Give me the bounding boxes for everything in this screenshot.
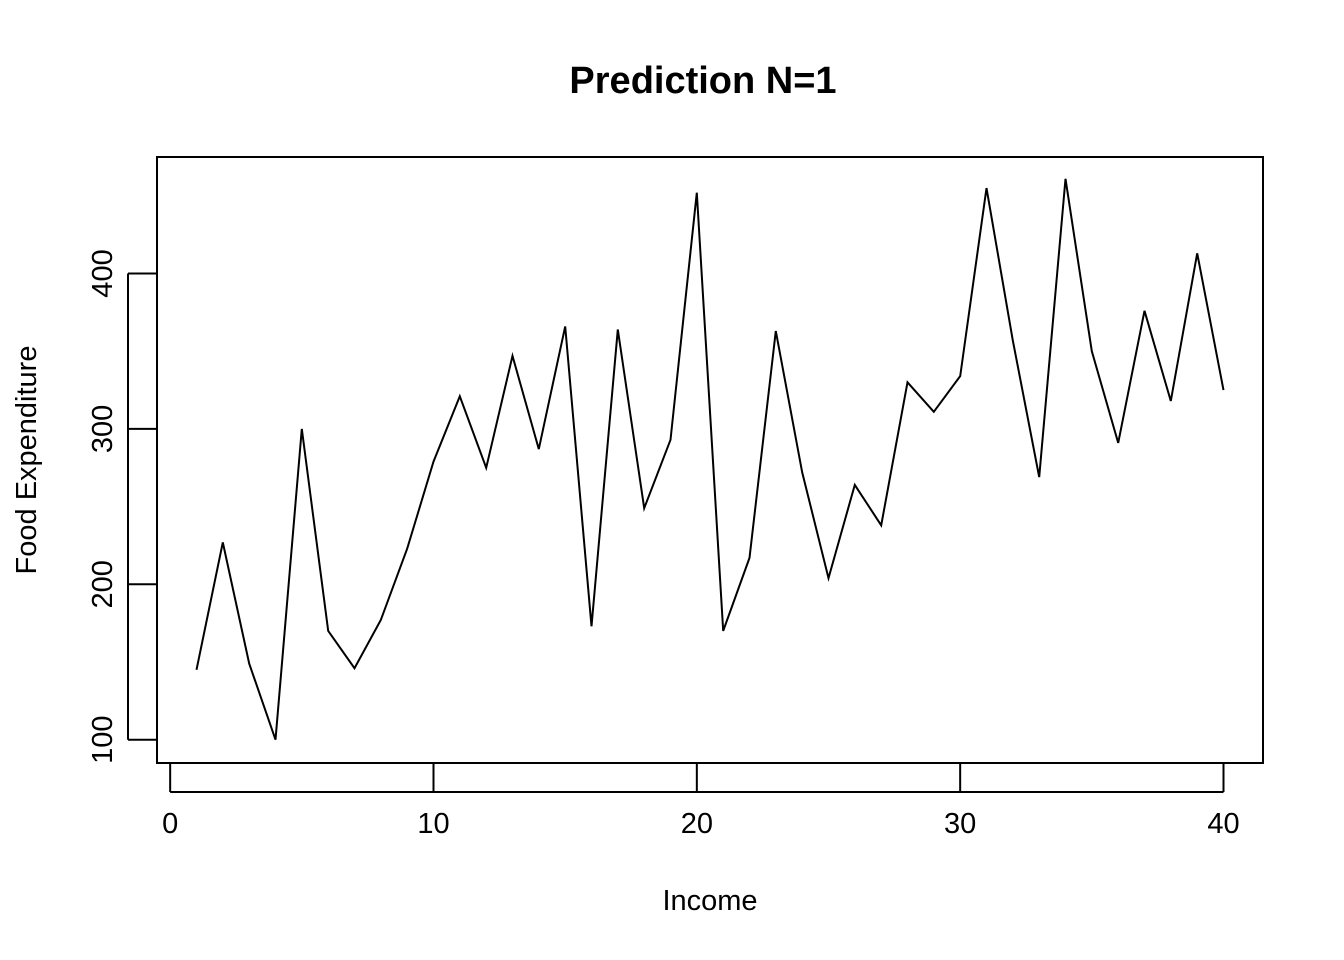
x-tick-label: 10 <box>417 808 449 840</box>
x-axis: 0 10 20 30 40 <box>162 764 1240 840</box>
series-line <box>195 178 1225 741</box>
x-tick-label: 30 <box>944 808 976 840</box>
y-tick-label: 400 <box>87 249 119 297</box>
y-tick-label: 100 <box>87 716 119 764</box>
y-tick-label: 300 <box>87 405 119 453</box>
y-axis: 100 200 300 400 <box>87 249 157 764</box>
x-tick-label: 20 <box>681 808 713 840</box>
chart-title: Prediction N=1 <box>569 60 836 102</box>
y-tick-label: 200 <box>87 560 119 608</box>
plot-frame <box>156 156 1264 764</box>
x-axis-label: Income <box>662 885 757 917</box>
x-tick-label: 0 <box>162 808 178 840</box>
y-axis-label: Food Expenditure <box>11 346 43 575</box>
x-tick-label: 40 <box>1207 808 1239 840</box>
